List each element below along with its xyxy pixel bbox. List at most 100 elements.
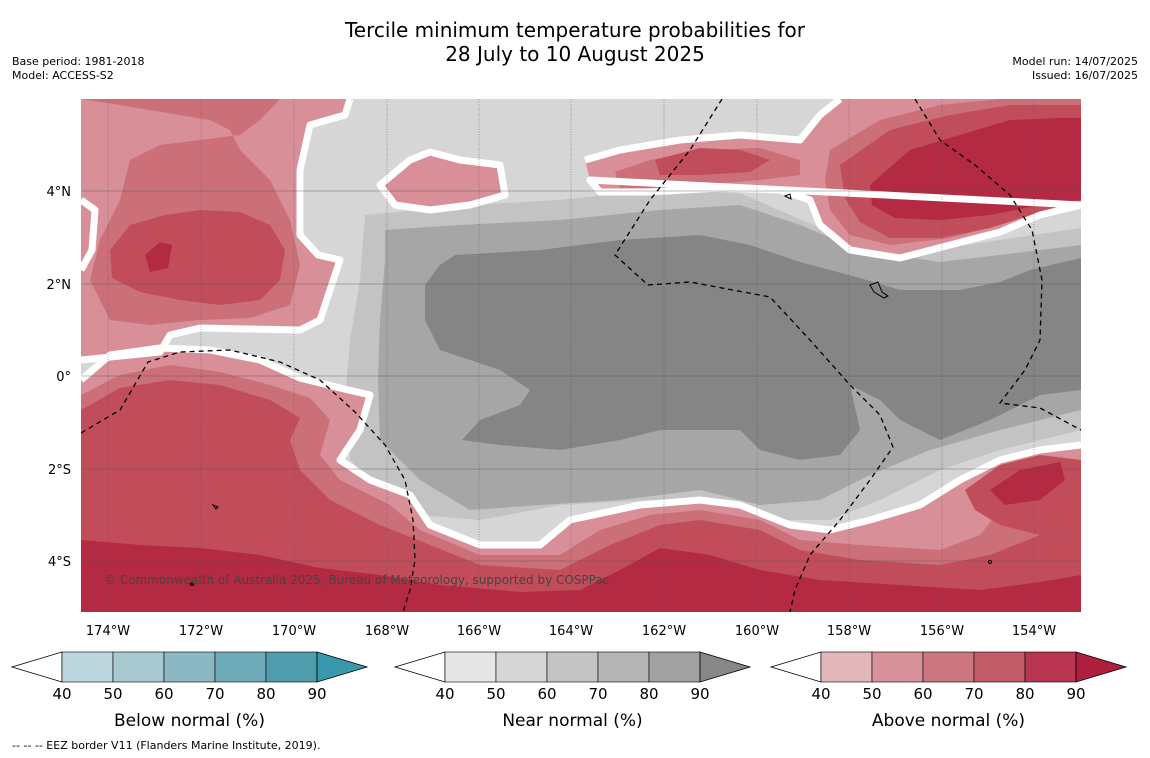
legend-swatch [922, 651, 975, 683]
legend-swatch [265, 651, 318, 683]
legend-tick-label: 60 [537, 685, 556, 703]
legend-swatch [1024, 651, 1077, 683]
legend-tick-label: 70 [205, 685, 224, 703]
eez-border-east [914, 99, 1081, 431]
lon-label: 168°W [365, 624, 409, 639]
lon-label: 166°W [457, 624, 501, 639]
legend-tick-label: 60 [154, 685, 173, 703]
legend-tick-label: 90 [690, 685, 709, 703]
legend-tick-label: 50 [103, 685, 122, 703]
lon-label: 170°W [272, 624, 316, 639]
legend-tick-label: 90 [1066, 685, 1085, 703]
above-normal-s-70 [81, 380, 1081, 612]
legend-swatch [820, 651, 873, 683]
legend-tick-label: 70 [964, 685, 983, 703]
legend-swatch [546, 651, 599, 683]
legend-swatch [597, 651, 650, 683]
above-normal-legend: 40 50 60 70 80 90 Above normal (%) [769, 651, 1128, 731]
legend-extend-low [10, 651, 63, 683]
legend-tick-label: 40 [811, 685, 830, 703]
above-normal-nw-80 [145, 242, 172, 272]
legend-title: Near normal (%) [502, 711, 642, 731]
legend-tick-label: 70 [588, 685, 607, 703]
above-normal-nw-70 [110, 210, 285, 305]
contour-40-south [81, 344, 1081, 549]
legend-extend-low [393, 651, 446, 683]
legend-swatch [973, 651, 1026, 683]
island-south-dot [190, 582, 194, 586]
contour-40-nc [376, 148, 509, 214]
legend-swatch [444, 651, 497, 683]
legend-tick-label: 80 [1015, 685, 1034, 703]
above-normal-se-80 [990, 462, 1065, 505]
legend-tick-label: 50 [862, 685, 881, 703]
base-period-info: Base period: 1981-2018 Model: ACCESS-S2 [12, 55, 144, 83]
lon-label: 160°W [735, 624, 779, 639]
legend-title: Below normal (%) [114, 711, 265, 731]
lon-label: 154°W [1012, 624, 1056, 639]
model-run-info: Model run: 14/07/2025 Issued: 16/07/2025 [1012, 55, 1138, 83]
legend-tick-label: 80 [639, 685, 658, 703]
model-run: Model run: 14/07/2025 [1012, 55, 1138, 68]
legend-tick-label: 60 [913, 685, 932, 703]
island-south-west [211, 503, 219, 510]
legend-swatch [163, 651, 216, 683]
legend-extend-high [1075, 651, 1128, 683]
eez-border-central [614, 99, 894, 612]
lon-label: 174°W [86, 624, 130, 639]
lon-label: 156°W [920, 624, 964, 639]
legend-extend-low [769, 651, 822, 683]
legend-extend-high [316, 651, 369, 683]
legends: 40 50 60 70 80 90 Below normal (%) 40 50 60 70 80 90… [10, 651, 1128, 731]
island-se [988, 560, 992, 564]
lat-label: 4°N [47, 185, 72, 200]
legend-swatch [648, 651, 701, 683]
legend-extend-high [699, 651, 752, 683]
near-normal-legend: 40 50 60 70 80 90 Near normal (%) [393, 651, 752, 731]
legend-tick-label: 90 [307, 685, 326, 703]
above-normal-ne-70 [655, 148, 770, 175]
contour-40-ne [584, 99, 1081, 262]
lon-label: 162°W [642, 624, 686, 639]
legend-swatch [495, 651, 548, 683]
below-normal-legend: 40 50 60 70 80 90 Below normal (%) [10, 651, 369, 731]
lon-label: 164°W [549, 624, 593, 639]
island-kiritimati [869, 281, 889, 299]
lon-label: 172°W [179, 624, 223, 639]
title-line-1: Tercile minimum temperature probabilitie… [344, 18, 806, 42]
island-teraina [783, 193, 792, 200]
lat-label: 2°S [48, 463, 71, 478]
copyright-text: © Commonwealth of Australia 2025, Bureau… [104, 573, 609, 587]
contour-40-west [81, 197, 99, 272]
legend-swatch [214, 651, 267, 683]
legend-title: Above normal (%) [872, 711, 1025, 731]
legend-swatch [871, 651, 924, 683]
near-normal-80 [425, 235, 1081, 460]
map-title: Tercile minimum temperature probabilitie… [0, 18, 1150, 66]
model-name: Model: ACCESS-S2 [12, 69, 114, 82]
islands [190, 193, 992, 586]
lat-label: 2°N [47, 278, 72, 293]
legend-tick-label: 80 [256, 685, 275, 703]
probability-map: © Commonwealth of Australia 2025, Bureau… [81, 99, 1081, 612]
above-normal-nc-50 [380, 152, 505, 210]
base-period: Base period: 1981-2018 [12, 55, 145, 68]
title-line-2: 28 July to 10 August 2025 [445, 42, 705, 66]
lon-label: 158°W [827, 624, 871, 639]
lat-tick-labels: 4°N 2°N 0° 2°S 4°S [47, 185, 72, 570]
legend-swatch [61, 651, 114, 683]
eez-borders [81, 99, 1081, 612]
legend-tick-label: 40 [52, 685, 71, 703]
gridlines [107, 99, 1035, 612]
legend-tick-label: 40 [435, 685, 454, 703]
issued-date: Issued: 16/07/2025 [1031, 69, 1138, 82]
eez-border-west [81, 349, 416, 612]
lon-tick-labels: 174°W 172°W 170°W 168°W 166°W 164°W 162°… [86, 624, 1056, 639]
legend-swatch [112, 651, 165, 683]
lat-gridlines [81, 190, 1081, 562]
lat-label: 4°S [48, 555, 71, 570]
eez-footnote: -- -- -- EEZ border V11 (Flanders Marine… [12, 739, 321, 752]
contour-40-nw [81, 99, 354, 364]
legend-tick-label: 50 [486, 685, 505, 703]
